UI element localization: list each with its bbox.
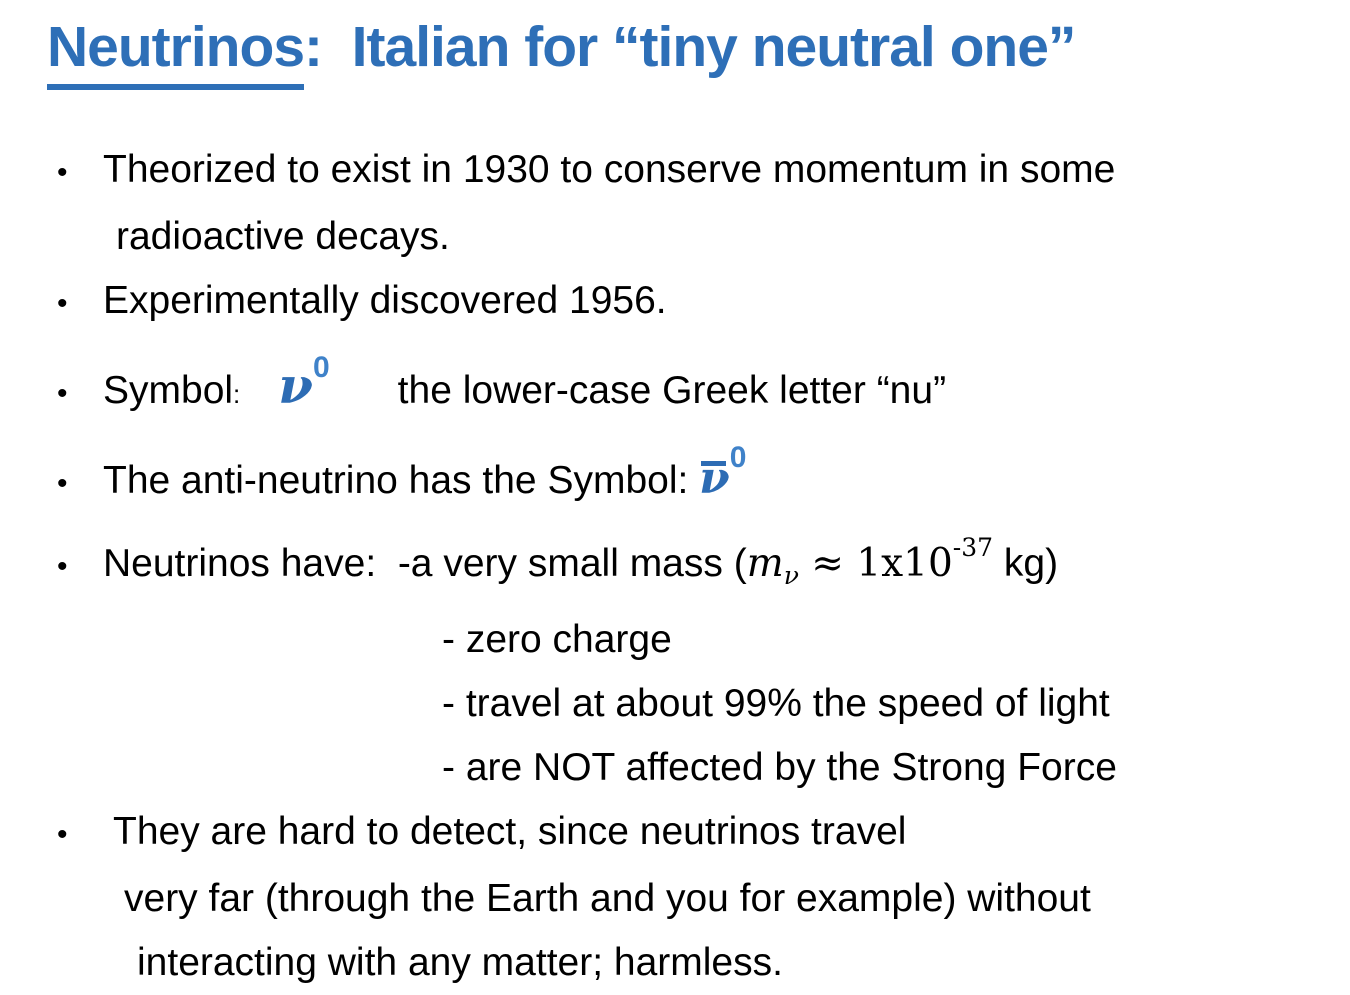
- bullet-hard-to-detect-line1: • They are hard to detect, since neutrino…: [0, 800, 1350, 867]
- antineutrino-symbol: ν: [699, 447, 730, 513]
- title-rest: : Italian for “tiny neutral one”: [304, 15, 1076, 79]
- bullet-icon: •: [57, 156, 68, 189]
- bullet-antineutrino: • The anti-neutrino has the Symbol: ν0: [0, 426, 1350, 516]
- dash-strong-force-text: - are NOT affected by the Strong Force: [442, 746, 1117, 789]
- antineutrino-text: The anti-neutrino has the Symbol:: [103, 459, 700, 502]
- math-mass-subscript: ν: [783, 561, 799, 590]
- page-title: Neutrinos: Italian for “tiny neutral one…: [0, 14, 1350, 90]
- hard-to-detect-text1: They are hard to detect, since neutrinos…: [113, 810, 907, 853]
- bullet-theorized-line1: • Theorized to exist in 1930 to conserve …: [0, 138, 1350, 205]
- math-approx-value: ≈ 1x10: [798, 541, 953, 586]
- symbol-description: the lower-case Greek letter “nu”: [397, 369, 947, 412]
- antineutrino-nu: ν: [699, 453, 730, 504]
- bullet-icon: •: [57, 550, 68, 583]
- bullet-discovered-text: Experimentally discovered 1956.: [103, 279, 667, 322]
- bullet-hard-to-detect-line2: very far (through the Earth and you for …: [0, 867, 1350, 931]
- bullet-hard-to-detect-line3: interacting with any matter; harmless.: [0, 931, 1350, 995]
- bullet-theorized-text: Theorized to exist in 1930 to conserve m…: [103, 148, 1116, 191]
- title-word-neutrinos: Neutrinos: [47, 15, 305, 90]
- bullet-icon: •: [57, 467, 68, 500]
- math-exponent: -37: [952, 533, 994, 562]
- symbol-colon: :: [233, 379, 241, 409]
- bullet-icon: •: [57, 818, 68, 851]
- slide-body: • Theorized to exist in 1930 to conserve …: [0, 138, 1350, 995]
- neutrinos-have-text: Neutrinos have: -a very small mass (: [103, 542, 747, 585]
- dash-speed-of-light: - travel at about 99% the speed of light: [0, 672, 1350, 736]
- neutrino-symbol-superscript: 0: [312, 351, 330, 384]
- dash-speed-of-light-text: - travel at about 99% the speed of light: [442, 682, 1110, 725]
- bullet-theorized-text2: radioactive decays.: [116, 215, 450, 258]
- bullet-icon: •: [57, 287, 68, 320]
- slide: Neutrinos: Italian for “tiny neutral one…: [0, 14, 1350, 984]
- hard-to-detect-text3: interacting with any matter; harmless.: [137, 941, 783, 984]
- bullet-symbol: • Symbol: ν0 the lower-case Greek letter “n…: [0, 336, 1350, 426]
- bullet-icon: •: [57, 377, 68, 410]
- dash-zero-charge-text: - zero charge: [442, 618, 672, 661]
- math-units: kg): [993, 542, 1059, 585]
- bullet-neutrinos-have: • Neutrinos have: -a very small mass (mν …: [0, 516, 1350, 608]
- dash-strong-force: - are NOT affected by the Strong Force: [0, 736, 1350, 800]
- hard-to-detect-text2: very far (through the Earth and you for …: [124, 877, 1091, 920]
- neutrino-symbol: ν: [278, 356, 313, 415]
- bullet-theorized-line2: radioactive decays.: [0, 205, 1350, 269]
- dash-zero-charge: - zero charge: [0, 608, 1350, 672]
- bullet-discovered: • Experimentally discovered 1956.: [0, 269, 1350, 336]
- symbol-label: Symbol: [103, 369, 234, 412]
- antineutrino-symbol-superscript: 0: [729, 441, 747, 474]
- math-mass-variable: m: [746, 541, 784, 586]
